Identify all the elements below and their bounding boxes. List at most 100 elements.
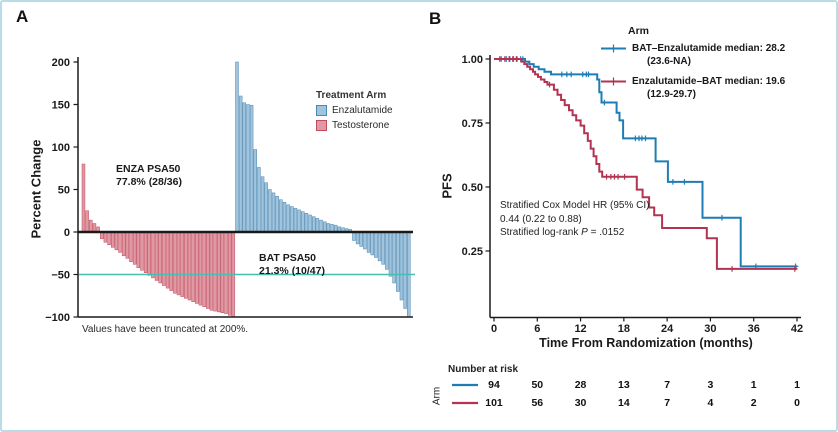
waterfall-bar xyxy=(162,231,166,286)
waterfall-bar xyxy=(319,219,323,233)
waterfall-footnote: Values have been truncated at 200%. xyxy=(82,324,249,335)
waterfall-y-tick-label: −100 xyxy=(45,312,70,324)
waterfall-bar xyxy=(81,163,86,233)
waterfall-bar xyxy=(165,231,170,289)
cox-stats-annotation: Stratified Cox Model HR (95% CI) 0.44 (0… xyxy=(500,199,650,240)
waterfall-bar xyxy=(110,231,115,248)
waterfall-bar xyxy=(268,189,272,233)
waterfall-y-tick-label: 150 xyxy=(52,99,70,111)
km-legend-median-label: Enzalutamide–BAT median: 19.6 xyxy=(632,76,786,87)
waterfall-bar xyxy=(279,199,283,233)
at-risk-count: 7 xyxy=(664,379,671,391)
km-legend-text: Enzalutamide–BAT median: 19.6 (12.9-29.7) xyxy=(632,75,785,101)
waterfall-bar xyxy=(132,231,137,265)
waterfall-bar xyxy=(147,231,151,276)
waterfall-y-tick-label: 200 xyxy=(52,57,70,69)
bat-psa50-line1: BAT PSA50 xyxy=(259,252,316,264)
at-risk-count: 7 xyxy=(664,397,671,409)
waterfall-bar xyxy=(180,231,184,297)
logrank-p-symbol: P xyxy=(581,227,588,238)
waterfall-bar xyxy=(129,231,133,262)
waterfall-bar xyxy=(209,231,214,311)
waterfall-bar xyxy=(198,231,203,306)
waterfall-bar xyxy=(206,231,210,309)
waterfall-bar xyxy=(143,231,148,274)
waterfall-bar xyxy=(249,105,254,233)
waterfall-bar xyxy=(315,218,320,233)
waterfall-bar xyxy=(290,206,294,233)
waterfall-bar xyxy=(176,231,181,296)
waterfall-bar xyxy=(392,231,396,284)
waterfall-y-tick-label: 50 xyxy=(58,184,70,196)
km-legend-line-glyph xyxy=(601,77,626,86)
enza-psa50-line1: ENZA PSA50 xyxy=(116,163,181,175)
waterfall-bar xyxy=(121,231,126,257)
waterfall-y-tick-label: 100 xyxy=(52,142,70,154)
km-legend-text: BAT–Enzalutamide median: 28.2 (23.6-NA) xyxy=(632,42,785,68)
waterfall-bar xyxy=(85,210,89,233)
waterfall-bar xyxy=(246,104,250,233)
waterfall-bar xyxy=(158,231,162,284)
treatment-legend-item-testosterone: Testosterone xyxy=(316,120,393,131)
at-risk-count: 4 xyxy=(707,397,714,409)
waterfall-bar xyxy=(260,176,265,233)
waterfall-bar xyxy=(187,231,192,301)
waterfall-bar xyxy=(363,231,367,250)
waterfall-bar xyxy=(242,102,247,233)
at-risk-count: 101 xyxy=(485,397,503,409)
km-x-tick-label: 24 xyxy=(661,323,674,335)
bat-psa50-annotation: BAT PSA50 21.3% (10/47) xyxy=(259,252,325,278)
at-risk-count: 94 xyxy=(488,379,500,391)
waterfall-bar xyxy=(388,231,393,277)
enza-psa50-line2: 77.8% (28/36) xyxy=(116,176,182,188)
km-legend-title: Arm xyxy=(628,25,650,37)
waterfall-bar xyxy=(103,231,108,243)
km-legend-line-glyph xyxy=(601,44,626,53)
legend-item-label: Enzalutamide xyxy=(332,105,393,116)
waterfall-bar xyxy=(352,231,356,241)
waterfall-bar xyxy=(399,231,404,301)
waterfall-bar xyxy=(220,231,225,313)
km-curve-enzalutamide-bat xyxy=(494,58,797,270)
waterfall-bar xyxy=(227,231,232,316)
waterfall-bar xyxy=(224,231,228,314)
waterfall-bar xyxy=(374,231,378,258)
waterfall-y-axis-title: Percent Change xyxy=(28,139,44,239)
km-legend: Arm BAT–Enzalutamide median: 28.2 (23.6-N… xyxy=(600,25,785,108)
km-x-tick-label: 0 xyxy=(491,323,497,335)
waterfall-bar xyxy=(366,231,371,253)
waterfall-bar xyxy=(282,202,287,233)
waterfall-bar xyxy=(136,231,141,268)
waterfall-bar xyxy=(184,231,188,299)
at-risk-count: 14 xyxy=(618,397,630,409)
waterfall-bar xyxy=(92,223,97,233)
waterfall-bar xyxy=(173,231,177,294)
waterfall-bar xyxy=(202,231,206,308)
treatment-arm-legend-items: Enzalutamide Testosterone xyxy=(316,105,393,131)
waterfall-bar xyxy=(216,231,221,313)
at-risk-count: 3 xyxy=(707,379,714,391)
km-y-tick-label: 1.00 xyxy=(462,54,483,66)
waterfall-bar xyxy=(253,149,257,233)
km-y-tick-label: 0.75 xyxy=(462,118,483,130)
enza-psa50-annotation: ENZA PSA50 77.8% (28/36) xyxy=(116,163,182,189)
legend-item-label: Testosterone xyxy=(332,120,390,131)
waterfall-bar xyxy=(326,223,331,233)
waterfall-bar xyxy=(114,231,119,251)
waterfall-bar xyxy=(293,207,298,233)
km-y-axis-title: PFS xyxy=(439,173,455,199)
cox-stats-line2: 0.44 (0.22 to 0.88) xyxy=(500,213,582,225)
waterfall-bar xyxy=(308,214,312,233)
waterfall-bar xyxy=(312,216,316,233)
at-risk-count: 30 xyxy=(574,397,587,409)
km-x-tick-label: 6 xyxy=(534,323,540,335)
waterfall-bar xyxy=(271,192,276,233)
panel-a-label: A xyxy=(16,7,29,26)
logrank-prefix: Stratified log-rank xyxy=(500,227,582,238)
number-at-risk-header: Number at risk xyxy=(448,364,519,375)
waterfall-bar xyxy=(118,231,122,253)
at-risk-row-line-glyph xyxy=(452,383,478,387)
waterfall-y-tick-label: 0 xyxy=(64,227,70,239)
